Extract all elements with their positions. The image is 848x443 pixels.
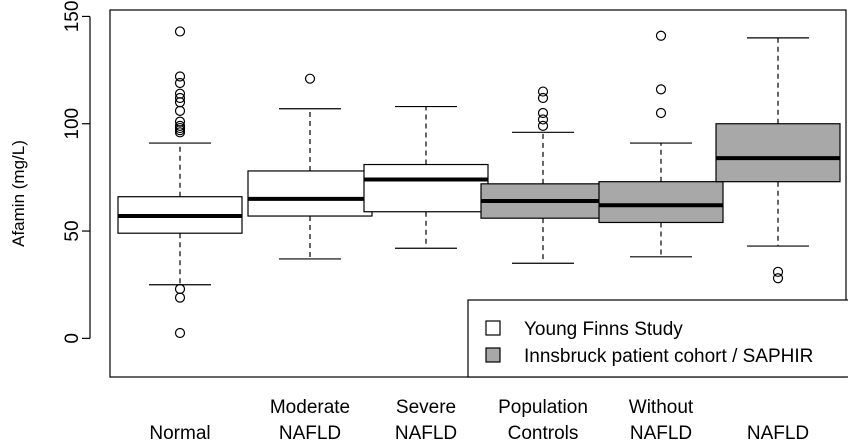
- x-label-line1: Without: [629, 397, 694, 418]
- outlier-point: [174, 92, 186, 104]
- x-label-line2: Controls: [508, 423, 579, 443]
- y-axis: 0 50 100 150: [62, 1, 91, 344]
- outlier-point: [537, 86, 549, 97]
- iqr-box: [247, 170, 373, 217]
- outlier-point: [304, 73, 316, 84]
- y-tick-label: 0: [62, 333, 83, 344]
- legend-swatch: [485, 347, 501, 363]
- outlier-point: [174, 26, 186, 37]
- outlier-point: [174, 71, 186, 82]
- box-2: [247, 73, 373, 260]
- iqr-box: [715, 123, 841, 183]
- outlier-point: [772, 266, 784, 277]
- box-4: [480, 86, 606, 264]
- legend-swatch: [485, 320, 501, 336]
- outlier-point: [655, 107, 667, 119]
- x-label-line1: Moderate: [270, 397, 350, 418]
- x-label-line2: Normal: [149, 423, 210, 443]
- outlier-point: [537, 92, 549, 104]
- box-6: [715, 37, 841, 284]
- x-label-line2: NAFLD: [395, 423, 457, 443]
- outlier-point: [537, 120, 549, 131]
- iqr-box: [363, 163, 489, 213]
- outlier-point: [174, 292, 186, 303]
- box-3: [363, 105, 489, 249]
- x-label-line2: NAFLD: [630, 423, 692, 443]
- y-tick-label: 100: [62, 108, 83, 140]
- outlier-point: [537, 114, 549, 125]
- x-label-line1: Population: [498, 397, 588, 418]
- y-tick-label: 150: [62, 1, 83, 33]
- outlier-point: [174, 283, 186, 295]
- outlier-point: [537, 107, 549, 119]
- outlier-point: [655, 84, 667, 95]
- outlier-point: [655, 30, 667, 41]
- box-1: [117, 26, 243, 339]
- legend-box: [467, 299, 848, 378]
- outlier-point: [174, 127, 186, 138]
- outlier-point: [174, 327, 186, 339]
- x-label-line2: NAFLD: [747, 423, 809, 443]
- outlier-point: [174, 77, 186, 89]
- legend: Young Finns Study Innsbruck patient cohor…: [467, 299, 848, 378]
- boxes-layer: [117, 26, 841, 339]
- legend-label: Innsbruck patient cohort / SAPHIR: [524, 346, 813, 367]
- x-label-line2: NAFLD: [279, 423, 341, 443]
- y-tick-label: 50: [62, 220, 83, 241]
- box-5: [598, 30, 724, 258]
- legend-label: Young Finns Study: [524, 319, 683, 340]
- iqr-box: [598, 181, 724, 224]
- outlier-point: [772, 273, 784, 284]
- x-axis-labels: Normal Moderate NAFLD Severe NAFLD Population…: [149, 397, 809, 443]
- y-axis-label: Afamin (mg/L): [9, 140, 28, 247]
- outlier-point: [174, 105, 186, 116]
- x-label-line1: Severe: [396, 397, 456, 418]
